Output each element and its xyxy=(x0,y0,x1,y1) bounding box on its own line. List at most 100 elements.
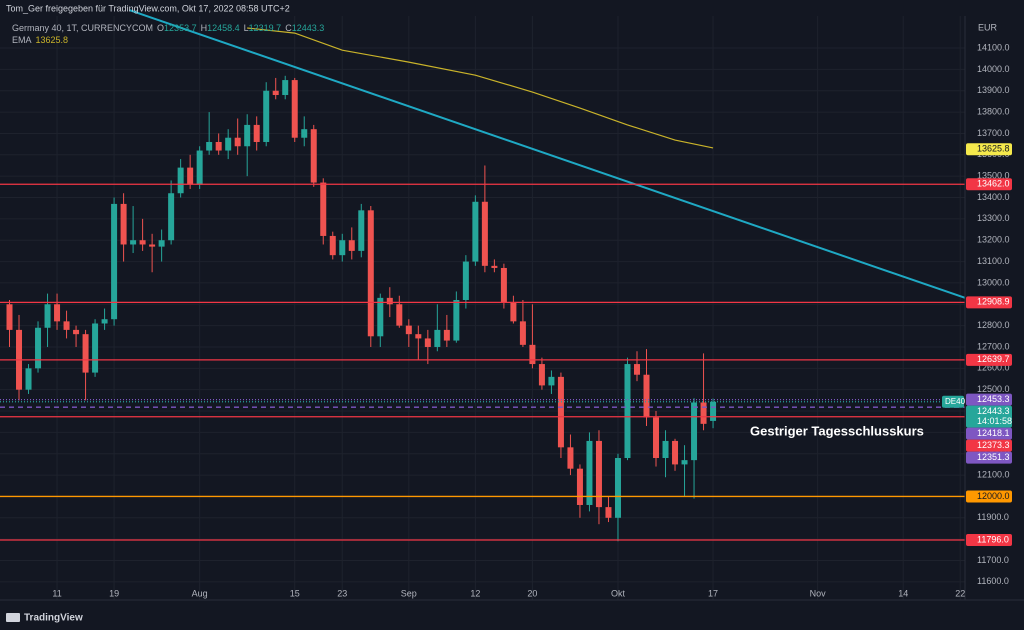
candle-body xyxy=(653,417,660,459)
candle-body xyxy=(434,329,441,347)
y-tick-label: 13900.0 xyxy=(977,85,1010,95)
candle-body xyxy=(82,334,89,373)
candle-body xyxy=(44,304,51,328)
y-tick-label: 14100.0 xyxy=(977,42,1010,52)
price-label-box xyxy=(966,296,1012,309)
y-tick-label: 12700.0 xyxy=(977,341,1010,351)
candle-body xyxy=(529,344,536,365)
candle-body xyxy=(120,203,127,245)
y-tick-label: 14000.0 xyxy=(977,64,1010,74)
legend: Germany 40, 1T, CURRENCYCOM O12353.7 H1245… xyxy=(12,23,324,33)
candle-body xyxy=(92,323,99,373)
candle-body xyxy=(348,240,355,251)
candle-body xyxy=(691,402,698,461)
y-tick-label: 13100.0 xyxy=(977,256,1010,266)
countdown: 14:01:58 xyxy=(977,416,1012,426)
price-label-box xyxy=(966,439,1012,452)
candle-body xyxy=(206,141,213,151)
candle-body xyxy=(282,80,289,96)
candle-body xyxy=(63,321,70,330)
candle-body xyxy=(35,327,42,369)
plot-area xyxy=(0,9,966,600)
candle-body xyxy=(253,124,260,142)
x-tick-label: 14 xyxy=(898,588,908,598)
candle-body xyxy=(633,364,640,375)
price-label: 12639.7 xyxy=(977,354,1010,364)
candle-body xyxy=(6,304,13,330)
x-tick-label: 19 xyxy=(109,588,119,598)
candle-body xyxy=(329,235,336,256)
ohlc-value: 12319.7 xyxy=(249,23,282,33)
y-tick-label: 13000.0 xyxy=(977,277,1010,287)
annotation: Gestriger Tagesschlusskurs xyxy=(750,423,924,438)
candle-body xyxy=(187,167,194,185)
candle-body xyxy=(443,329,450,341)
ohlc-value: 12458.4 xyxy=(207,23,240,33)
tag-box xyxy=(942,395,964,408)
x-tick-label: Okt xyxy=(611,588,626,598)
x-tick-label: 20 xyxy=(527,588,537,598)
ohlc-value: 12443.3 xyxy=(292,23,325,33)
candle-body xyxy=(567,447,574,469)
ema-line xyxy=(247,27,714,149)
candle-body xyxy=(519,321,526,345)
candle-body xyxy=(491,265,498,268)
candle-body xyxy=(576,468,583,505)
candle-body xyxy=(291,80,298,138)
currency: EUR xyxy=(978,22,998,32)
y-tick-label: 12100.0 xyxy=(977,469,1010,479)
footer: TradingView xyxy=(24,613,83,624)
candle-body xyxy=(54,304,61,322)
candle-body xyxy=(548,376,555,386)
x-tick-label: Nov xyxy=(810,588,827,598)
candle-body xyxy=(605,507,612,518)
tag: DE40 xyxy=(945,397,966,406)
price-label: 12351.3 xyxy=(977,452,1010,462)
x-tick-label: 22 xyxy=(955,588,965,598)
y-tick-label: 13200.0 xyxy=(977,235,1010,245)
price-label-box xyxy=(966,143,1012,156)
price-label: 12908.9 xyxy=(977,297,1010,307)
candle-body xyxy=(396,304,403,326)
candle-body xyxy=(101,319,108,324)
candle-body xyxy=(339,240,346,256)
price-label-box xyxy=(966,451,1012,464)
candle-body xyxy=(624,364,631,459)
candle-body xyxy=(225,137,232,151)
price-label-box xyxy=(966,393,1012,406)
ohlc-value: 12353.7 xyxy=(164,23,197,33)
candle-body xyxy=(310,129,317,183)
candle-body xyxy=(196,150,203,185)
y-tick-label: 12800.0 xyxy=(977,320,1010,330)
price-label-box xyxy=(966,353,1012,366)
ema-name: EMA xyxy=(12,35,32,45)
candle-body xyxy=(472,201,479,262)
y-tick-label: 13700.0 xyxy=(977,128,1010,138)
ohlc-key: H xyxy=(201,23,208,33)
price-label: 12373.3 xyxy=(977,440,1010,450)
y-tick-label: 11600.0 xyxy=(977,576,1009,586)
y-tick-label: 11900.0 xyxy=(977,512,1009,522)
price-label: 12000.0 xyxy=(977,491,1010,501)
x-tick-label: 12 xyxy=(470,588,480,598)
y-tick-label: 13800.0 xyxy=(977,106,1010,116)
candle-body xyxy=(510,302,517,322)
candle-body xyxy=(301,129,308,138)
candle-body xyxy=(415,334,422,339)
candle-body xyxy=(244,124,251,147)
ohlc-key: O xyxy=(157,23,164,33)
price-label: 12443.3 xyxy=(977,406,1010,416)
candle-body xyxy=(538,364,545,386)
candle-body xyxy=(320,182,327,236)
price-label: 13462.0 xyxy=(977,179,1010,189)
price-label-box xyxy=(966,178,1012,191)
ema-value: 13625.8 xyxy=(36,35,69,45)
header: Tom_Ger freigegeben für TradingView.com,… xyxy=(6,3,290,13)
trendline xyxy=(128,9,966,299)
candle-body xyxy=(111,203,118,320)
candle-body xyxy=(367,210,374,337)
candle-body xyxy=(386,297,393,305)
price-label-box xyxy=(966,427,1012,440)
candle-body xyxy=(73,329,80,335)
